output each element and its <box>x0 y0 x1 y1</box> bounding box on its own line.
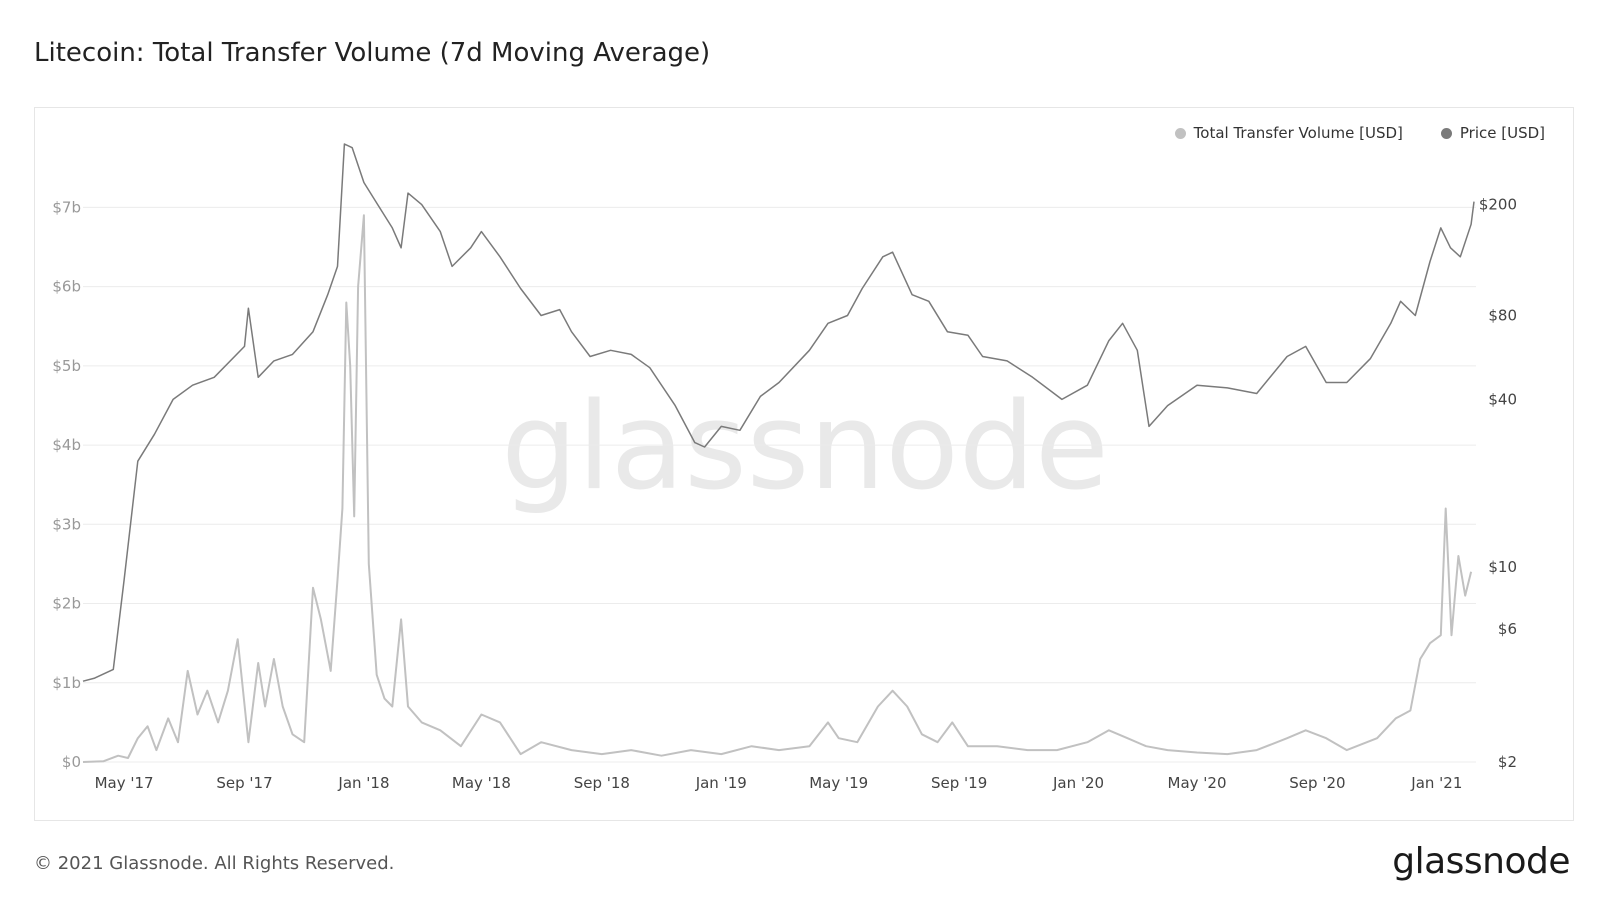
y-left-tick-label: $7b <box>52 198 81 216</box>
legend-label-price: Price [USD] <box>1459 124 1545 142</box>
y-right-tick-label: $80 <box>1488 307 1517 325</box>
y-right-tick-label: $200 <box>1479 196 1517 214</box>
y-left-tick-label: $3b <box>52 515 81 533</box>
volume-dot-icon <box>1174 127 1186 139</box>
y-left-tick-label: $4b <box>52 436 81 454</box>
watermark-text: glassnode <box>501 378 1109 517</box>
legend-item-volume[interactable]: Total Transfer Volume [USD] <box>1174 124 1403 142</box>
y-left-tick-label: $0 <box>62 753 81 771</box>
y-left-tick-label: $5b <box>52 357 81 375</box>
x-tick-label: Jan '21 <box>1410 774 1462 792</box>
x-tick-label: Sep '20 <box>1289 774 1345 792</box>
x-tick-label: Sep '17 <box>216 774 272 792</box>
y-left-tick-label: $2b <box>52 595 81 613</box>
x-tick-label: May '17 <box>95 774 154 792</box>
x-tick-label: Sep '18 <box>574 774 630 792</box>
price-dot-icon <box>1440 127 1452 139</box>
glassnode-logo: glassnode <box>1392 841 1570 882</box>
series-line-transfer-volume <box>82 214 1473 763</box>
x-tick-label: May '20 <box>1168 774 1227 792</box>
copyright-text: © 2021 Glassnode. All Rights Reserved. <box>34 853 395 874</box>
y-left-tick-label: $1b <box>52 674 81 692</box>
y-right-tick-label: $6 <box>1498 620 1517 638</box>
y-right-tick-label: $10 <box>1488 558 1517 576</box>
x-tick-label: May '18 <box>452 774 511 792</box>
y-left-tick-label: $6b <box>52 278 81 296</box>
chart-frame: Total Transfer Volume [USD] Price [USD] … <box>34 107 1574 821</box>
x-tick-label: Sep '19 <box>931 774 987 792</box>
legend-label-volume: Total Transfer Volume [USD] <box>1193 124 1403 142</box>
chart-legend: Total Transfer Volume [USD] Price [USD] <box>1174 124 1545 142</box>
series-line-price <box>82 143 1475 682</box>
y-right-tick-label: $40 <box>1488 390 1517 408</box>
x-tick-label: Jan '19 <box>695 774 747 792</box>
y-right-tick-label: $2 <box>1498 753 1517 771</box>
x-tick-label: Jan '20 <box>1052 774 1104 792</box>
x-tick-label: Jan '18 <box>337 774 389 792</box>
chart-plot[interactable]: glassnode $0 $1b $2b $3b $4b $5b $6b $7b $2 $6 $10 $… <box>35 108 1573 820</box>
chart-title: Litecoin: Total Transfer Volume (7d Movi… <box>34 38 711 68</box>
legend-item-price[interactable]: Price [USD] <box>1440 124 1545 142</box>
x-tick-label: May '19 <box>809 774 868 792</box>
